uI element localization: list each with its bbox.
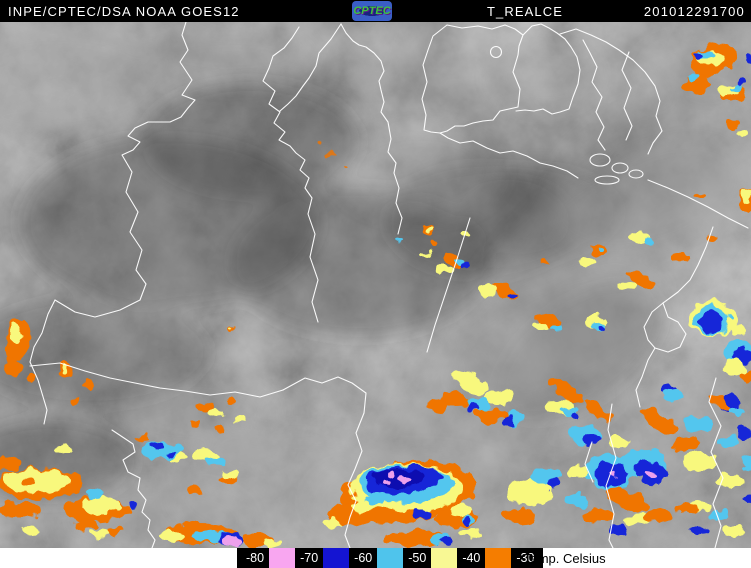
legend-swatch-blue bbox=[323, 548, 350, 568]
cold-cloud-enhancement bbox=[0, 43, 751, 548]
satellite-map bbox=[0, 22, 751, 548]
cptec-logo: CPTEC bbox=[352, 1, 392, 21]
legend-label: -40 bbox=[462, 551, 481, 565]
cptec-logo-text: CPTEC bbox=[353, 5, 391, 17]
data-source-label: INPE/CPTEC/DSA NOAA GOES12 bbox=[8, 4, 240, 19]
legend-swatch-yellow bbox=[431, 548, 458, 568]
temperature-legend: -80 -70 -60 -50 -40 -30 bbox=[237, 548, 544, 568]
legend-swatch-cyan bbox=[377, 548, 404, 568]
legend-title: Temp. Celsius bbox=[524, 551, 606, 566]
legend-swatch-orange bbox=[485, 548, 512, 568]
country-borders bbox=[29, 22, 749, 548]
legend-bar: -80 -70 -60 -50 -40 -30 Temp. Celsius bbox=[0, 548, 751, 568]
dark-cloud-regions bbox=[0, 82, 663, 504]
legend-label: -60 bbox=[354, 551, 373, 565]
legend-label: -30 bbox=[516, 551, 535, 565]
legend-label: -50 bbox=[408, 551, 427, 565]
satellite-image bbox=[0, 22, 751, 548]
timestamp-label: 201012291700 bbox=[643, 4, 745, 19]
legend-label: -70 bbox=[300, 551, 319, 565]
header-bar: INPE/CPTEC/DSA NOAA GOES12 CPTEC T_REALC… bbox=[0, 0, 751, 22]
legend-swatch-pink bbox=[269, 548, 296, 568]
product-name-label: T_REALCE bbox=[487, 4, 563, 19]
legend-label: -80 bbox=[246, 551, 265, 565]
